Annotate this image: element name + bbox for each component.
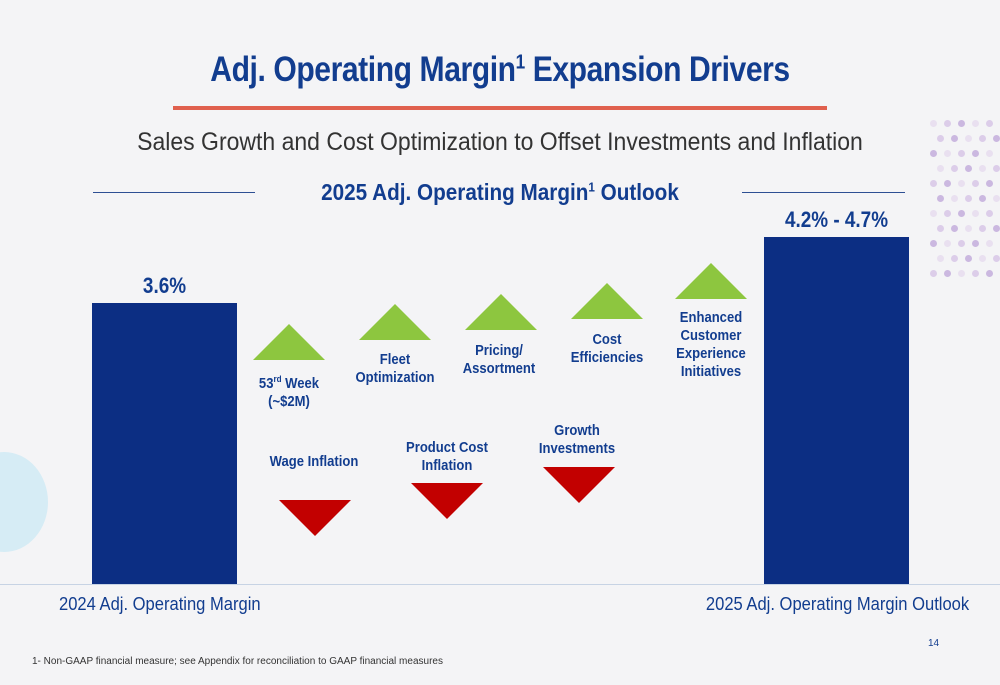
decorative-dot: [986, 270, 993, 277]
decorative-dot: [944, 150, 951, 157]
increase-arrow-53rd-week: [253, 324, 325, 360]
decorative-dot: [944, 120, 951, 127]
driver-label-enhanced-customer-experience: Enhanced Customer Experience Initiatives: [676, 310, 746, 380]
decorative-dot: [993, 195, 1000, 202]
decorative-dot: [979, 195, 986, 202]
increase-arrow-pricing-assortment: [465, 294, 537, 330]
decorative-dot: [965, 195, 972, 202]
page-number: 14: [928, 638, 940, 649]
slide-subtitle: Sales Growth and Cost Optimization to Of…: [137, 128, 863, 156]
decorative-dot: [951, 195, 958, 202]
decorative-dot: [993, 135, 1000, 142]
decorative-dot: [986, 180, 993, 187]
decorative-dot: [958, 180, 965, 187]
decorative-dot: [958, 240, 965, 247]
increase-arrow-enhanced-customer-experience: [675, 263, 747, 299]
category-label-2025: 2025 Adj. Operating Margin Outlook: [705, 594, 969, 614]
decorative-dot: [972, 150, 979, 157]
decorative-dot: [986, 210, 993, 217]
data-label-2024: 3.6%: [142, 273, 187, 298]
decorative-dot: [930, 180, 937, 187]
title-underline: [173, 106, 827, 110]
decorative-dot: [930, 150, 937, 157]
chart-title: 2025 Adj. Operating Margin1 Outlook: [321, 179, 679, 205]
decorative-dot: [986, 150, 993, 157]
decorative-dot: [951, 255, 958, 262]
decrease-arrow-growth-investments: [543, 467, 615, 503]
footnote: 1- Non-GAAP financial measure; see Appen…: [32, 656, 443, 667]
decorative-dot: [944, 210, 951, 217]
decorative-dot: [944, 270, 951, 277]
decorative-dot: [930, 270, 937, 277]
decorative-dot-pattern: [930, 120, 1000, 290]
decorative-dot: [993, 255, 1000, 262]
decorative-dot: [993, 165, 1000, 172]
chart-title-left-line: [93, 192, 255, 193]
decorative-dot: [972, 270, 979, 277]
driver-label-growth-investments: Growth Investments: [538, 423, 616, 457]
decorative-dot: [965, 225, 972, 232]
bar-2025-margin-outlook: [764, 236, 909, 584]
decorative-dot: [986, 120, 993, 127]
decorative-dot: [965, 135, 972, 142]
decrease-arrow-wage-inflation: [279, 500, 351, 536]
driver-label-pricing-assortment: Pricing/ Assortment: [462, 343, 536, 377]
decorative-dot: [972, 240, 979, 247]
decorative-dot: [930, 120, 937, 127]
decorative-circle: [0, 452, 48, 552]
increase-arrow-fleet-optimization: [359, 304, 431, 340]
slide-title: Adj. Operating Margin1 Expansion Drivers: [210, 50, 790, 89]
bar-2024-margin: [92, 303, 237, 584]
increase-arrow-cost-efficiencies: [571, 283, 643, 319]
decorative-dot: [979, 225, 986, 232]
decorative-dot: [972, 180, 979, 187]
category-label-2024: 2024 Adj. Operating Margin: [59, 594, 261, 614]
decorative-dot: [951, 135, 958, 142]
driver-label-53rd-week: 53rd Week (~$2M): [258, 374, 320, 410]
driver-label-product-cost-inflation: Product Cost Inflation: [406, 440, 488, 474]
decrease-arrow-product-cost-inflation: [411, 483, 483, 519]
decorative-dot: [937, 165, 944, 172]
decorative-dot: [930, 210, 937, 217]
decorative-dot: [958, 120, 965, 127]
chart-title-right-line: [742, 192, 905, 193]
decorative-dot: [979, 255, 986, 262]
decorative-dot: [937, 195, 944, 202]
driver-label-fleet-optimization: Fleet Optimization: [355, 352, 435, 386]
decorative-dot: [930, 240, 937, 247]
chart-baseline: [0, 584, 1000, 585]
decorative-dot: [937, 225, 944, 232]
decorative-dot: [958, 210, 965, 217]
decorative-dot: [986, 240, 993, 247]
decorative-dot: [965, 165, 972, 172]
decorative-dot: [993, 225, 1000, 232]
decorative-dot: [937, 255, 944, 262]
decorative-dot: [958, 270, 965, 277]
driver-label-cost-efficiencies: Cost Efficiencies: [570, 332, 644, 366]
decorative-dot: [951, 225, 958, 232]
decorative-dot: [979, 165, 986, 172]
data-label-2025: 4.2% - 4.7%: [784, 206, 889, 232]
decorative-dot: [944, 240, 951, 247]
decorative-dot: [979, 135, 986, 142]
driver-label-wage-inflation: Wage Inflation: [269, 454, 359, 470]
decorative-dot: [958, 150, 965, 157]
decorative-dot: [951, 165, 958, 172]
decorative-dot: [937, 135, 944, 142]
decorative-dot: [972, 120, 979, 127]
decorative-dot: [972, 210, 979, 217]
decorative-dot: [965, 255, 972, 262]
decorative-dot: [944, 180, 951, 187]
